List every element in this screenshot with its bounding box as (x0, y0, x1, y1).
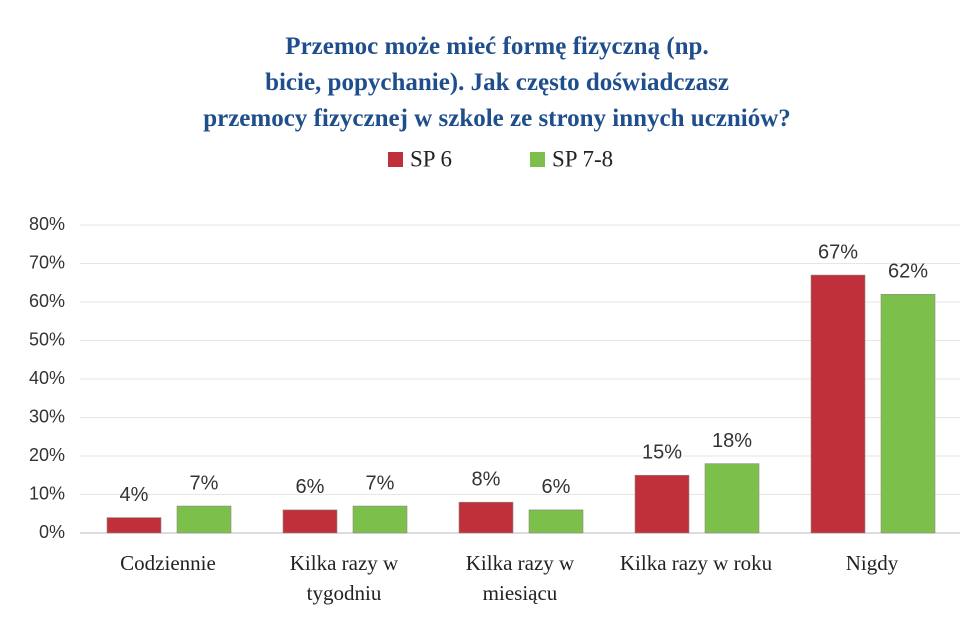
bar (528, 509, 584, 534)
y-tick-label: 40% (29, 368, 65, 388)
data-label: 7% (366, 472, 395, 494)
x-tick-label: Kilka razy w tygodniu (289, 551, 399, 605)
bar (176, 505, 232, 534)
data-label: 62% (888, 261, 928, 283)
bar (352, 505, 408, 534)
bar (458, 501, 514, 534)
title-line: bicie, popychanie). Jak często doświadcz… (265, 69, 729, 96)
title-line: Przemoc może mieć formę fizyczną (np. (285, 33, 708, 60)
data-label: 7% (190, 472, 219, 494)
title-line: przemocy fizycznej w szkole ze strony in… (203, 105, 791, 132)
bar (810, 274, 866, 534)
x-tick-label: Kilka razy w roku (619, 551, 773, 575)
y-tick-label: 0% (39, 522, 65, 542)
bar (282, 509, 338, 534)
data-label: 6% (296, 476, 325, 498)
y-tick-label: 70% (29, 252, 65, 272)
legend-label: SP 7-8 (552, 146, 613, 171)
bar (106, 517, 162, 534)
x-tick-label: Nigdy (845, 551, 899, 575)
data-label: 4% (120, 484, 149, 506)
y-tick-label: 20% (29, 445, 65, 465)
data-label: 18% (712, 430, 752, 452)
legend-swatch (530, 152, 545, 167)
bar (634, 474, 690, 534)
data-label: 15% (642, 442, 682, 464)
y-tick-label: 60% (29, 291, 65, 311)
chart-title: Przemoc może mieć formę fizyczną (np. bic… (203, 33, 791, 132)
data-label: 6% (542, 476, 571, 498)
data-label: 67% (818, 241, 858, 263)
x-tick-label: Kilka razy w miesiącu (465, 551, 575, 605)
y-tick-label: 10% (29, 483, 65, 503)
legend-swatch (388, 152, 403, 167)
y-tick-label: 50% (29, 329, 65, 349)
y-tick-label: 80% (29, 214, 65, 234)
legend-label: SP 6 (410, 146, 452, 171)
bar (704, 463, 760, 534)
data-label: 8% (472, 468, 501, 490)
x-tick-label: Codziennie (120, 551, 216, 575)
bar (880, 293, 936, 534)
y-tick-label: 30% (29, 406, 65, 426)
